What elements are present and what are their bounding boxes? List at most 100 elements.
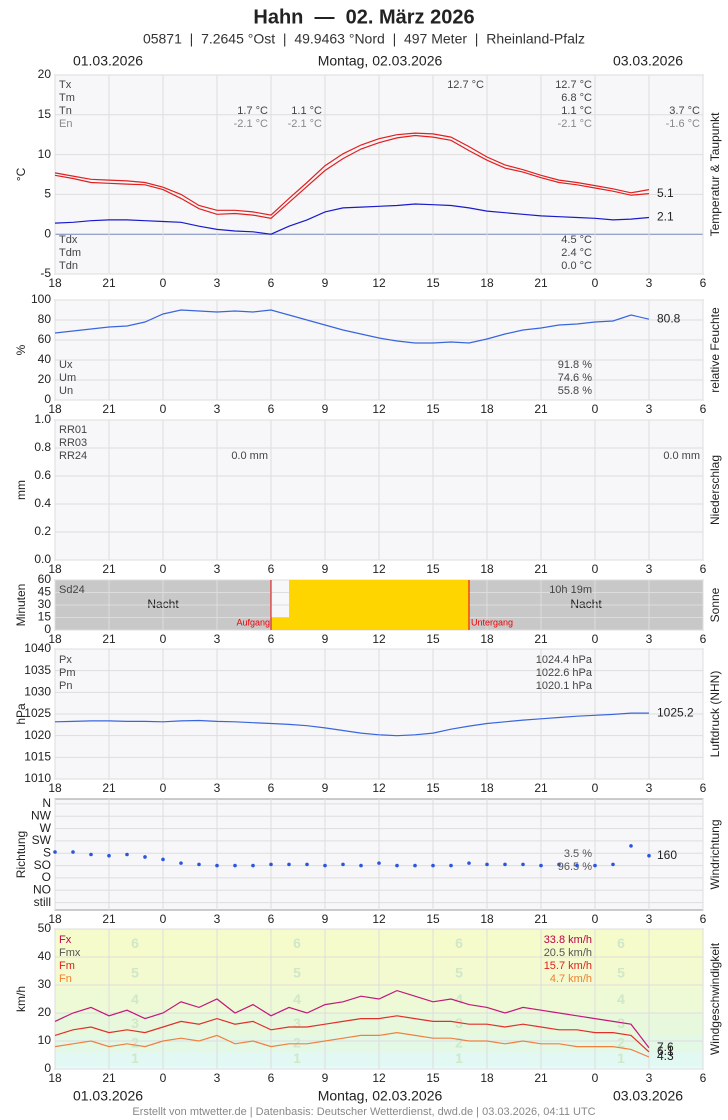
y-tick-label: 100 <box>31 292 51 306</box>
beaufort-label: 3 <box>293 1015 301 1031</box>
x-tick-label: 15 <box>426 912 440 926</box>
point <box>557 862 561 867</box>
x-tick-label: 21 <box>534 402 548 416</box>
y-axis-label: Richtung <box>14 831 28 878</box>
y-tick-label: NW <box>31 808 52 822</box>
point <box>431 863 435 868</box>
x-tick-label: 21 <box>102 276 116 290</box>
stat-label: Ux <box>59 359 73 371</box>
y-axis-label: km/h <box>14 986 28 1012</box>
point <box>467 861 471 865</box>
point <box>377 861 381 865</box>
stat-label: Tn <box>59 105 72 117</box>
x-tick-label: 12 <box>372 632 386 646</box>
sunset-label: Untergang <box>471 617 513 627</box>
line <box>54 203 650 235</box>
point <box>323 863 327 868</box>
stat-value: -2.1 °C <box>234 118 268 130</box>
date-left: 01.03.2026 <box>73 1088 143 1104</box>
point <box>107 853 111 858</box>
date-right: 03.03.2026 <box>613 1088 683 1104</box>
x-tick-label: 18 <box>48 276 62 290</box>
beaufort-label: 4 <box>455 991 463 1007</box>
beaufort-label: 5 <box>455 965 463 981</box>
point <box>71 850 75 854</box>
x-tick-label: 6 <box>268 562 275 576</box>
y-tick-label: 50 <box>38 921 52 935</box>
x-tick-label: 0 <box>160 1071 167 1085</box>
y-tick-label: 15 <box>38 107 52 121</box>
y-tick-label: O <box>42 870 51 884</box>
y-tick-label: -5 <box>40 266 51 280</box>
x-tick-label: 6 <box>700 1071 707 1085</box>
x-tick-label: 21 <box>534 912 548 926</box>
y-tick-label: 10 <box>38 147 52 161</box>
y-tick-label: 30 <box>38 597 52 611</box>
x-tick-label: 21 <box>534 781 548 795</box>
line <box>54 712 649 737</box>
y-tick-label: still <box>34 895 51 909</box>
point <box>575 863 579 868</box>
x-tick-label: 0 <box>592 1071 599 1085</box>
beaufort-label: 2 <box>131 1035 139 1051</box>
stat-label: Fmx <box>59 947 81 959</box>
y-tick-label: 45 <box>38 585 52 599</box>
stat-label: Tdn <box>59 260 78 272</box>
x-tick-label: 0 <box>160 781 167 795</box>
point <box>629 844 633 848</box>
bar <box>343 580 361 630</box>
line <box>54 132 650 216</box>
stat-value: 4.5 °C <box>561 234 592 246</box>
y-axis-label: hPa <box>14 703 28 725</box>
y-tick-label: S <box>43 845 51 859</box>
date-left: 01.03.2026 <box>73 53 143 69</box>
x-tick-label: 6 <box>268 912 275 926</box>
x-tick-label: 6 <box>700 912 707 926</box>
y-tick-label: 1040 <box>24 641 51 655</box>
stat-value: 10h 19m <box>549 584 592 596</box>
x-tick-label: 15 <box>426 562 440 576</box>
x-tick-label: 15 <box>426 276 440 290</box>
side-label: Niederschlag <box>708 455 722 525</box>
title: Hahn — 02. März 2026 <box>253 6 474 28</box>
stat-value: 2.4 °C <box>561 247 592 259</box>
x-tick-label: 6 <box>268 632 275 646</box>
y-tick-label: 1030 <box>24 685 51 699</box>
y-tick-label: 30 <box>38 977 52 991</box>
point <box>215 863 219 868</box>
x-tick-label: 0 <box>592 562 599 576</box>
x-tick-label: 3 <box>646 781 653 795</box>
stat-value: 20.5 km/h <box>544 947 592 959</box>
y-axis-label: % <box>14 344 28 355</box>
beaufort-label: 3 <box>131 1015 139 1031</box>
x-tick-label: 21 <box>102 1071 116 1085</box>
x-tick-label: 9 <box>322 276 329 290</box>
y-tick-label: 20 <box>38 372 52 386</box>
line <box>54 309 650 344</box>
y-tick-label: W <box>40 821 52 835</box>
stat-value: 1022.6 hPa <box>536 667 593 679</box>
x-tick-label: 3 <box>214 1071 221 1085</box>
stat-label: RR24 <box>59 450 87 462</box>
x-tick-label: 0 <box>160 562 167 576</box>
y-tick-label: NO <box>33 882 51 896</box>
bar <box>397 580 415 630</box>
y-tick-label: 60 <box>38 572 52 586</box>
x-tick-label: 3 <box>214 276 221 290</box>
beaufort-label: 4 <box>131 991 139 1007</box>
point <box>341 862 345 867</box>
beaufort-label: 2 <box>617 1035 625 1051</box>
point <box>251 863 255 868</box>
x-tick-label: 6 <box>268 276 275 290</box>
y-tick-label: 0.4 <box>34 496 51 510</box>
stat-label: Tx <box>59 79 72 91</box>
end-label: 80.8 <box>657 311 681 325</box>
x-tick-label: 18 <box>48 781 62 795</box>
beaufort-label: 1 <box>617 1050 625 1066</box>
stat-value: 15.7 km/h <box>544 960 592 972</box>
bar <box>325 580 343 630</box>
stat-label: En <box>59 118 72 130</box>
y-tick-label: 60 <box>38 332 52 346</box>
x-tick-label: 6 <box>268 1071 275 1085</box>
x-tick-label: 18 <box>48 562 62 576</box>
